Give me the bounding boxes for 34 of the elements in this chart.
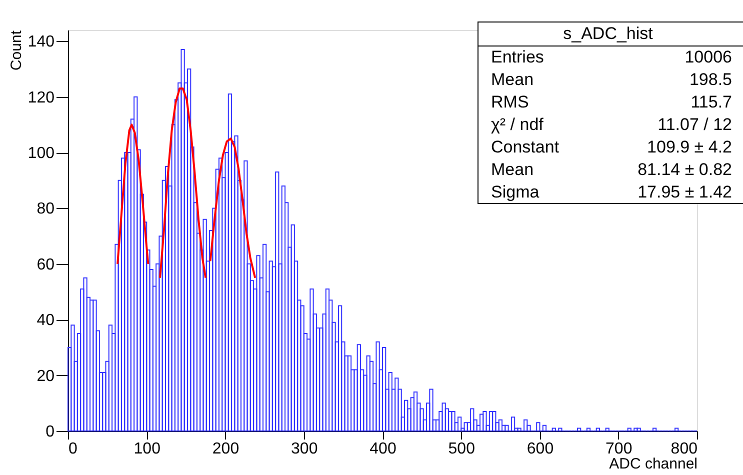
- y-axis-title: Count: [8, 30, 25, 71]
- annotation: s_ADC_hist: [563, 24, 654, 43]
- annotation: 115.7: [690, 92, 732, 112]
- x-tick-label: 100: [134, 440, 161, 458]
- y-tick-label: 60: [36, 256, 55, 274]
- x-tick-label: 500: [448, 440, 476, 458]
- x-tick-label: 0: [68, 440, 78, 458]
- annotation: χ² / ndf: [491, 114, 544, 134]
- annotation: Entries: [491, 47, 544, 66]
- annotation: 198.5: [689, 70, 732, 89]
- annotation: 81.14 ± 0.82: [638, 160, 732, 179]
- x-tick-label: 700: [606, 440, 632, 458]
- x-tick-label: 800: [670, 440, 698, 458]
- y-tick-label: 0: [46, 424, 55, 440]
- annotation: Constant: [491, 137, 560, 156]
- x-tick-label: 300: [291, 440, 318, 458]
- annotation: Mean: [491, 70, 534, 89]
- x-axis-title: ADC channel: [609, 456, 698, 472]
- x-tick-label: 400: [370, 440, 396, 458]
- y-tick-label: 40: [36, 312, 55, 330]
- annotation: RMS: [491, 92, 529, 112]
- x-tick-label: 200: [212, 440, 240, 458]
- annotation: 17.95 ± 1.42: [638, 182, 732, 202]
- annotation: 10006: [684, 47, 732, 66]
- annotation: 11.07 / 12: [658, 114, 732, 134]
- x-tick-label: 600: [526, 440, 554, 458]
- y-tick-label: 120: [28, 89, 55, 106]
- annotation: Sigma: [491, 182, 540, 202]
- y-tick-label: 20: [36, 368, 55, 385]
- y-tick-label: 80: [36, 200, 55, 218]
- annotation: Mean: [491, 160, 534, 179]
- annotation: 109.9 ± 4.2: [647, 137, 732, 156]
- y-tick-label: 140: [28, 34, 55, 51]
- y-tick-label: 100: [28, 145, 55, 162]
